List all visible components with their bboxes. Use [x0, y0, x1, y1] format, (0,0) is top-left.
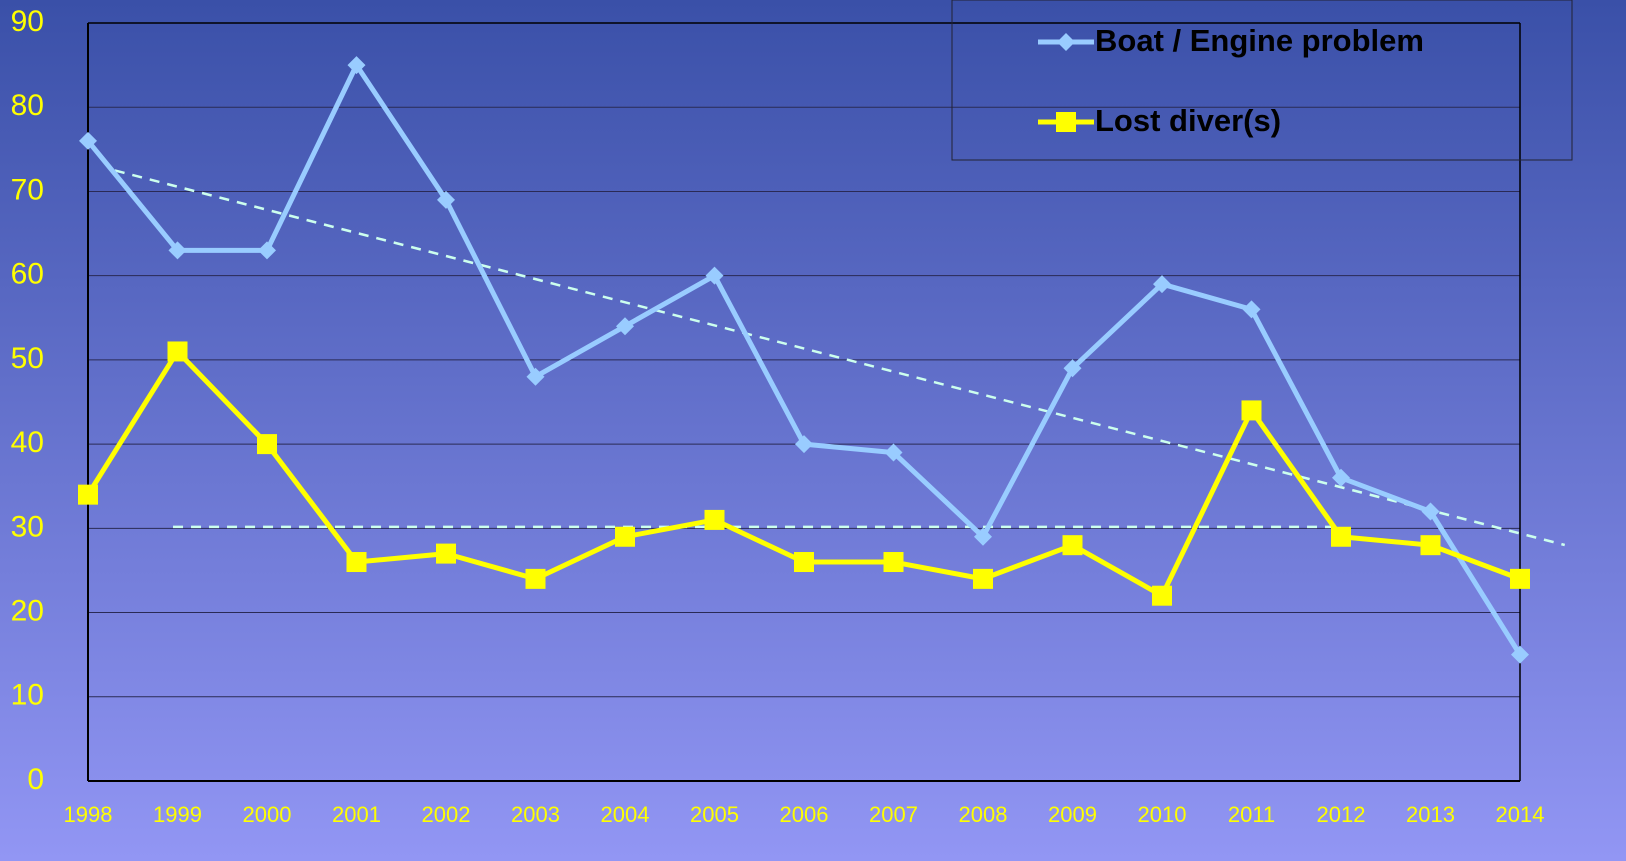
- marker: [526, 367, 545, 386]
- x-tick-label: 2012: [1317, 802, 1366, 827]
- x-tick-label: 2011: [1228, 802, 1275, 827]
- marker: [347, 56, 366, 75]
- marker: [525, 568, 546, 589]
- y-tick-label: 70: [11, 173, 44, 206]
- marker: [1057, 33, 1075, 51]
- marker: [704, 509, 725, 530]
- y-tick-label: 20: [11, 594, 44, 627]
- legend: [951, 0, 1573, 161]
- marker: [436, 543, 456, 564]
- marker: [884, 443, 903, 462]
- marker: [615, 526, 635, 547]
- legend-entries: Boat / Engine problem Lost diver(s): [1038, 23, 1424, 138]
- marker: [346, 552, 367, 573]
- x-tick-label: 2003: [511, 802, 560, 827]
- marker: [1331, 526, 1351, 547]
- marker: [974, 527, 992, 546]
- trendline: [114, 169, 1566, 547]
- y-tick-label: 80: [11, 89, 44, 122]
- marker: [257, 434, 277, 455]
- x-tick-label: 2001: [332, 802, 381, 827]
- marker: [437, 190, 455, 209]
- marker: [705, 266, 724, 285]
- marker: [167, 341, 188, 362]
- marker: [79, 131, 97, 150]
- x-tick-label: 2002: [422, 802, 471, 827]
- marker: [1152, 585, 1172, 606]
- marker: [1153, 275, 1171, 294]
- x-tick-label: 1999: [153, 802, 202, 827]
- marker: [616, 317, 634, 336]
- x-tick-label: 2005: [690, 802, 739, 827]
- marker: [1063, 359, 1082, 378]
- y-tick-label: 10: [11, 679, 44, 712]
- marker: [1056, 112, 1076, 132]
- y-tick-label: 90: [11, 5, 44, 38]
- legend-label: Lost diver(s): [1095, 103, 1281, 138]
- marker: [794, 552, 814, 573]
- y-tick-label: 40: [11, 426, 44, 459]
- x-tick-label: 1998: [64, 802, 113, 827]
- y-tick-label: 60: [11, 258, 44, 291]
- marker: [1242, 300, 1261, 319]
- marker: [795, 435, 813, 454]
- marker: [258, 241, 276, 260]
- y-tick-label: 30: [11, 510, 44, 543]
- y-tick-label: 50: [11, 342, 44, 375]
- marker: [1511, 645, 1529, 664]
- legend-label: Boat / Engine problem: [1095, 23, 1424, 58]
- plot: [78, 56, 1566, 664]
- x-tick-label: 2010: [1138, 802, 1187, 827]
- x-tick-label: 2008: [959, 802, 1008, 827]
- x-tick-label: 2014: [1496, 802, 1545, 827]
- x-tick-label: 2006: [780, 802, 829, 827]
- x-tick-label: 2000: [243, 802, 292, 827]
- marker: [1420, 535, 1441, 556]
- x-tick-label: 2004: [601, 802, 650, 827]
- x-tick-label: 2013: [1406, 802, 1455, 827]
- marker: [1421, 502, 1440, 521]
- x-tick-label: 2007: [869, 802, 918, 827]
- marker: [883, 552, 904, 573]
- marker: [1241, 400, 1262, 421]
- marker: [168, 241, 187, 260]
- grid: 0 10 20 30 40 50 60 70 80 90 1998 1999 2000 2001 2002 2…: [11, 5, 1545, 827]
- marker: [1062, 535, 1083, 556]
- marker: [973, 568, 993, 589]
- marker: [78, 484, 98, 505]
- y-tick-label: 0: [27, 763, 44, 796]
- x-tick-label: 2009: [1048, 802, 1097, 827]
- marker: [1510, 568, 1530, 589]
- marker: [1332, 468, 1350, 487]
